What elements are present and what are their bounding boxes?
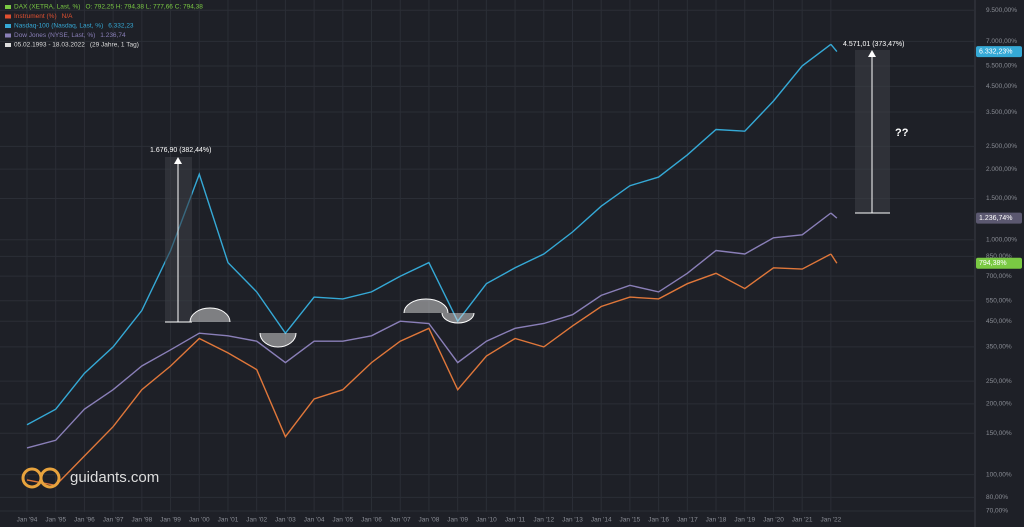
y-tick-label: 3.500,00% [986,109,1017,116]
y-tick-label: 450,00% [986,318,1012,325]
legend-swatch [5,5,11,9]
y-tick-label: 5.500,00% [986,63,1017,70]
x-tick-label: Jan '12 [533,517,554,524]
y-tick-label: 9.500,00% [986,7,1017,14]
y-tick-label: 4.500,00% [986,83,1017,90]
x-tick-label: Jan '06 [361,517,382,524]
y-tick-label: 150,00% [986,430,1012,437]
annotation-arc [403,298,449,314]
logo-icon [39,467,61,489]
x-tick-label: Jan '14 [591,517,612,524]
x-tick-label: Jan '10 [476,517,497,524]
x-tick-label: Jan '17 [677,517,698,524]
series-line [26,212,832,449]
x-tick-label: Jan '22 [820,517,841,524]
y-tick-label: 700,00% [986,273,1012,280]
y-tick-label: 100,00% [986,471,1012,478]
x-tick-label: Jan '02 [246,517,267,524]
last-value-label: 794,38% [979,260,1007,267]
annotation-arc [259,332,297,348]
y-tick-label: 200,00% [986,401,1012,408]
y-tick-label: 2.000,00% [986,166,1017,173]
last-value-label: 1.236,74% [979,215,1012,222]
x-tick-label: Jan '18 [706,517,727,524]
last-value-badge [976,212,1022,224]
y-tick-label: 250,00% [986,378,1012,385]
legend-text: Nasdaq-100 (Nasdaq, Last, %) [14,23,103,30]
legend-swatch [5,33,11,38]
last-value-badge [976,46,1022,58]
annotation-arc [441,312,475,324]
series-last-segment [830,212,838,219]
y-tick-label: 2.500,00% [986,143,1017,150]
x-tick-label: Jan '16 [648,517,669,524]
last-value-badge [976,257,1022,269]
legend-text: 05.02.1993 - 18.03.2022 [14,42,85,49]
annotation-label: ?? [895,127,909,139]
series-last-segment [830,253,838,264]
y-tick-label: 1.000,00% [986,237,1017,244]
x-tick-label: Jan '98 [131,517,152,524]
x-tick-label: Jan '01 [218,517,239,524]
annotation-arrowhead [868,50,876,57]
y-tick-label: 7.000,00% [986,38,1017,45]
x-tick-label: Jan '03 [275,517,296,524]
series-line [26,43,832,426]
x-tick-label: Jan '13 [562,517,583,524]
x-tick-label: Jan '99 [160,517,181,524]
legend-detail: N/A [62,13,74,20]
y-tick-label: 350,00% [986,344,1012,351]
x-tick-label: Jan '08 [419,517,440,524]
x-tick-label: Jan '11 [505,517,526,524]
legend-text: Dow Jones (NYSE, Last, %) [14,32,95,39]
legend: DAX (XETRA, Last, %) O: 792,25 H: 794,38 … [5,4,203,49]
x-tick-label: Jan '19 [734,517,755,524]
legend-detail: 6.332,23 [108,23,134,30]
x-tick-label: Jan '04 [304,517,325,524]
brand: guidants.com [70,469,159,486]
legend-detail: 1.236,74 [100,32,126,39]
x-tick-label: Jan '15 [620,517,641,524]
x-tick-label: Jan '95 [45,517,66,524]
x-tick-label: Jan '05 [332,517,353,524]
series-last-segment [830,43,838,53]
y-tick-label: 550,00% [986,297,1012,304]
x-tick-label: Jan '00 [189,517,210,524]
series-line [26,253,832,487]
legend-swatch [5,43,11,47]
x-tick-label: Jan '96 [74,517,95,524]
y-tick-label: 80,00% [986,494,1008,501]
x-tick-label: Jan '09 [447,517,468,524]
y-tick-label: 70,00% [986,508,1008,515]
y-tick-label: 850,00% [986,253,1012,260]
annotation-label: 4.571,01 (373,47%) [843,41,905,48]
x-tick-label: Jan '21 [792,517,813,524]
x-tick-label: Jan '20 [763,517,784,524]
plot: 794,38% 1.236,74% 6.332,23% [26,43,1022,487]
legend-swatch [5,24,11,28]
x-tick-label: Jan '07 [390,517,411,524]
x-tick-label: Jan '97 [103,517,124,524]
annotation-arrowhead [174,157,182,164]
legend-text: Instrument (%) [14,13,57,20]
legend-detail: (29 Jahre, 1 Tag) [90,42,139,49]
legend-swatch [5,14,11,19]
y-tick-label: 1.500,00% [986,195,1017,202]
annotation-label: 1.676,90 (382,44%) [150,147,212,154]
last-value-label: 6.332,23% [979,48,1012,55]
annotation-arc [189,307,231,323]
x-tick-label: Jan '94 [17,517,38,524]
legend-text: DAX (XETRA, Last, %) [14,4,80,11]
legend-detail: O: 792,25 H: 794,38 L: 777,66 C: 794,38 [85,4,203,11]
